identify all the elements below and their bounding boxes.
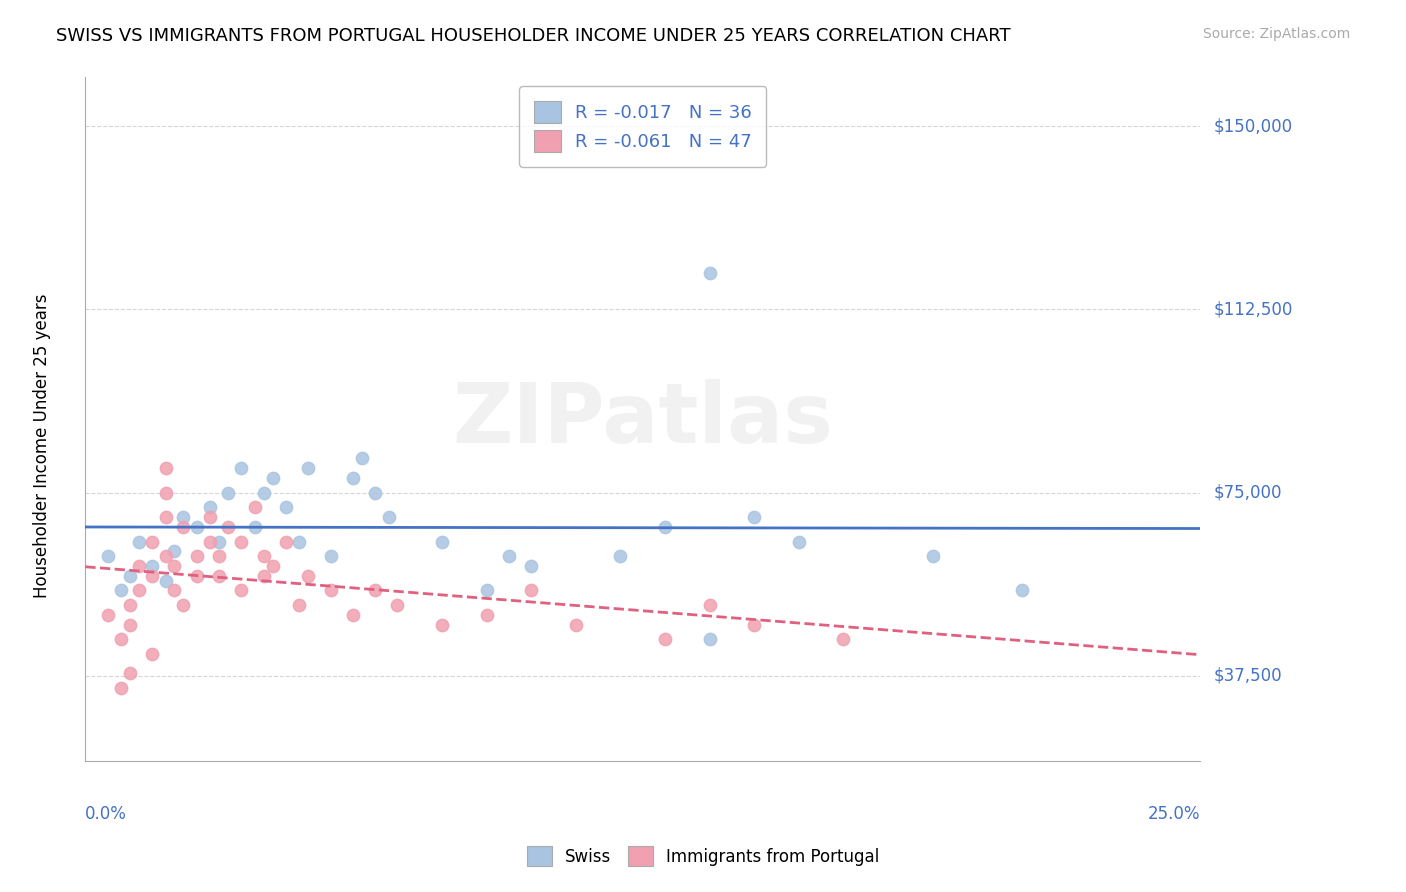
Point [163,558,186,573]
Point [297,461,319,475]
Text: Source: ZipAtlas.com: Source: ZipAtlas.com [1202,27,1350,41]
Point [128,558,150,573]
Point [172,510,194,524]
Point [128,534,150,549]
Point [430,617,453,632]
Point [163,583,186,598]
Point [520,558,543,573]
Point [141,568,163,582]
Point [243,500,266,515]
Point [319,549,342,563]
Point [253,568,276,582]
Point [198,500,221,515]
Text: Householder Income Under 25 years: Householder Income Under 25 years [34,293,51,599]
Point [97,549,120,563]
Text: $37,500: $37,500 [1213,667,1282,685]
Point [155,485,177,500]
Text: $112,500: $112,500 [1213,301,1294,318]
Point [364,485,387,500]
Point [498,549,520,563]
Point [155,549,177,563]
Point [231,583,253,598]
Point [921,549,943,563]
Point [186,520,208,534]
Point [141,558,163,573]
Point [231,534,253,549]
Text: 0.0%: 0.0% [86,805,127,823]
Point [155,510,177,524]
Point [1011,583,1033,598]
Point [186,549,208,563]
Point [377,510,399,524]
Point [699,632,721,647]
Text: ZIPatlas: ZIPatlas [453,379,834,460]
Point [231,461,253,475]
Point [832,632,855,647]
Point [350,451,373,466]
Point [742,617,765,632]
Point [198,534,221,549]
Point [475,583,498,598]
Text: 25.0%: 25.0% [1147,805,1201,823]
Point [654,632,676,647]
Point [430,534,453,549]
Point [172,598,194,612]
Point [217,520,239,534]
Point [274,534,297,549]
Point [699,598,721,612]
Point [172,520,194,534]
Point [208,534,231,549]
Legend: R = -0.017   N = 36, R = -0.061   N = 47: R = -0.017 N = 36, R = -0.061 N = 47 [519,87,766,167]
Point [155,574,177,588]
Point [118,598,141,612]
Text: $75,000: $75,000 [1213,483,1282,501]
Point [97,607,120,622]
Point [128,583,150,598]
Point [565,617,588,632]
Point [262,471,284,485]
Point [118,568,141,582]
Text: $150,000: $150,000 [1213,117,1292,136]
Point [253,549,276,563]
Point [243,520,266,534]
Point [319,583,342,598]
Point [475,607,498,622]
Point [262,558,284,573]
Point [520,583,543,598]
Point [141,647,163,661]
Point [208,568,231,582]
Point [699,266,721,280]
Legend: Swiss, Immigrants from Portugal: Swiss, Immigrants from Portugal [519,838,887,875]
Point [110,583,132,598]
Point [155,461,177,475]
Point [110,632,132,647]
Point [274,500,297,515]
Point [654,520,676,534]
Point [253,485,276,500]
Point [163,544,186,558]
Point [297,568,319,582]
Point [208,549,231,563]
Text: SWISS VS IMMIGRANTS FROM PORTUGAL HOUSEHOLDER INCOME UNDER 25 YEARS CORRELATION : SWISS VS IMMIGRANTS FROM PORTUGAL HOUSEH… [56,27,1011,45]
Point [742,510,765,524]
Point [342,607,364,622]
Point [118,666,141,681]
Point [141,534,163,549]
Point [186,568,208,582]
Point [609,549,631,563]
Point [217,485,239,500]
Point [787,534,810,549]
Point [387,598,409,612]
Point [288,534,311,549]
Point [342,471,364,485]
Point [198,510,221,524]
Point [288,598,311,612]
Point [364,583,387,598]
Point [110,681,132,695]
Point [118,617,141,632]
